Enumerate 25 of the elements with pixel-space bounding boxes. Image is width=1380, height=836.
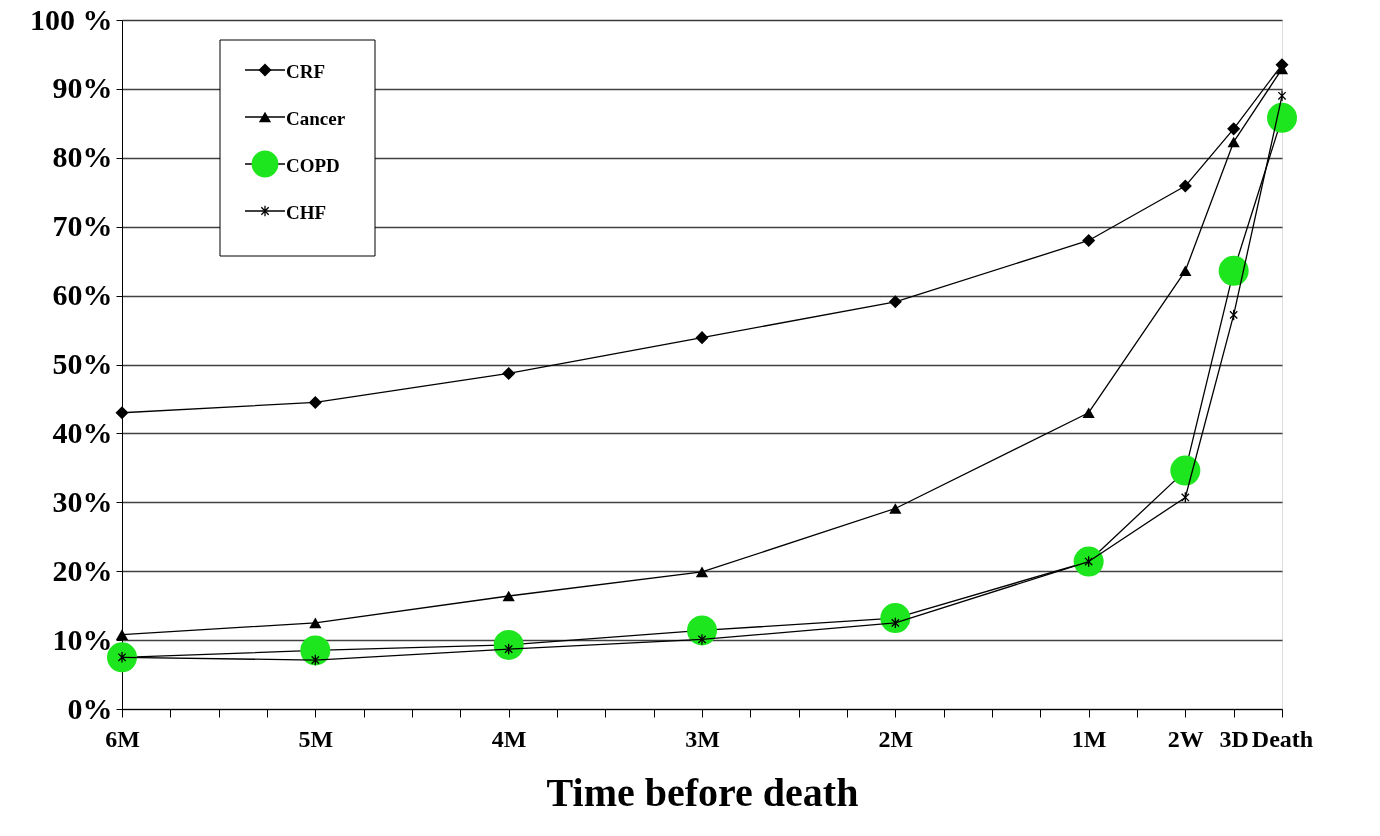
- y-tick-label: 90%: [52, 71, 113, 105]
- y-tick-label: 70%: [52, 209, 113, 243]
- y-tick-label: 10%: [52, 622, 113, 656]
- x-tick-label: 2M: [878, 725, 914, 752]
- x-axis-title: Time before death: [546, 769, 859, 815]
- y-tick-label: 50%: [52, 347, 113, 380]
- legend-label: COPD: [286, 155, 340, 176]
- x-tick-label: 3D: [1219, 725, 1249, 752]
- y-tick-label: 100 %: [30, 2, 113, 36]
- x-tick-label: 2W: [1167, 725, 1204, 752]
- x-tick-label: 3M: [685, 725, 720, 752]
- y-tick-label: 40%: [52, 415, 113, 449]
- x-tick-label: 4M: [491, 725, 527, 752]
- y-tick-label: 0%: [67, 691, 113, 725]
- y-tick-label: 80%: [52, 140, 113, 174]
- x-tick-label: 1M: [1071, 725, 1107, 752]
- x-tick-label: Death: [1251, 725, 1314, 752]
- legend-label: Cancer: [286, 108, 346, 129]
- y-tick-label: 30%: [52, 484, 113, 518]
- y-tick-label: 20%: [52, 553, 113, 587]
- legend-label: CRF: [286, 61, 326, 82]
- x-tick-label: 6M: [105, 725, 140, 752]
- x-tick-label: 5M: [298, 725, 334, 752]
- y-tick-label: 60%: [52, 278, 113, 312]
- legend-label: CHF: [286, 202, 327, 223]
